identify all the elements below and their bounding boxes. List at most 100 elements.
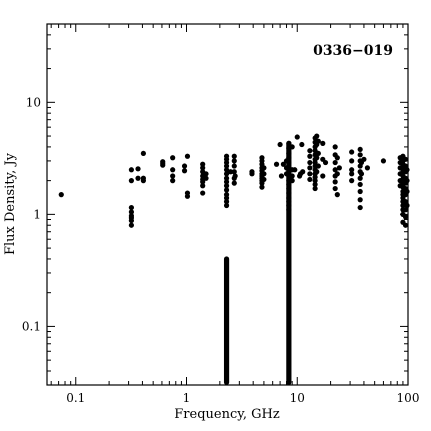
data-point (140, 178, 146, 184)
data-point (223, 187, 230, 193)
data-point (404, 178, 410, 184)
data-point (357, 152, 363, 158)
data-point (232, 173, 238, 179)
data-point (289, 144, 295, 150)
data-point (307, 171, 313, 177)
data-point (227, 169, 234, 175)
data-point (320, 173, 326, 179)
data-point (184, 153, 191, 159)
data-point (273, 161, 280, 167)
data-point (332, 167, 338, 173)
data-point (404, 167, 410, 173)
data-point (277, 141, 283, 148)
data-point (402, 156, 409, 162)
data-point (357, 197, 363, 203)
data-point (231, 180, 237, 186)
data-point (314, 155, 320, 161)
y-tick-label: 0.1 (22, 319, 41, 333)
x-tick-label: 1 (183, 391, 191, 405)
data-point (334, 192, 340, 198)
chart-title: 0336−019 (313, 43, 393, 59)
data-point (289, 173, 295, 179)
data-point (286, 207, 292, 213)
data-point (332, 159, 338, 166)
data-point (286, 181, 292, 188)
data-point (261, 171, 267, 177)
axis-tick-labels: 0.1 1 10 100 0.1 1 10 (22, 95, 420, 405)
data-point (332, 179, 338, 185)
data-point (299, 141, 305, 148)
data-point (404, 202, 410, 209)
data-point (332, 185, 338, 192)
data-point (312, 185, 318, 192)
data-points (58, 133, 410, 228)
data-point (334, 171, 340, 177)
x-tick-label: 10 (290, 391, 305, 405)
data-point (286, 185, 292, 192)
data-point (312, 181, 318, 188)
data-point (231, 153, 237, 159)
data-point (289, 178, 295, 184)
data-point (336, 165, 342, 171)
y-tick-label: 1 (33, 207, 41, 221)
data-point (314, 133, 320, 139)
data-point (402, 222, 409, 228)
data-point (140, 150, 146, 157)
data-point (402, 198, 409, 205)
data-point (315, 163, 321, 169)
data-point (402, 207, 409, 213)
data-point (307, 153, 313, 159)
data-point (286, 202, 292, 209)
data-point (200, 165, 206, 171)
data-point (184, 193, 191, 199)
data-point (404, 188, 410, 195)
data-point (223, 163, 230, 169)
data-point (58, 192, 64, 198)
data-point (358, 171, 365, 177)
data-point (307, 159, 313, 166)
data-point (128, 204, 134, 211)
data-point (349, 149, 355, 155)
data-point (332, 144, 338, 150)
data-point (203, 171, 209, 177)
data-point (300, 169, 306, 175)
data-point (135, 166, 141, 172)
data-point (315, 150, 321, 157)
data-point (223, 183, 230, 189)
data-point (312, 178, 318, 184)
data-point (307, 165, 313, 171)
data-point (223, 179, 230, 185)
data-point (286, 159, 292, 166)
data-point (128, 209, 134, 215)
x-tick-label: 100 (397, 391, 420, 405)
data-point (223, 198, 230, 205)
data-point (307, 148, 313, 154)
data-point (380, 158, 387, 164)
data-point (364, 165, 371, 171)
data-point (223, 171, 230, 177)
data-point (181, 168, 188, 174)
data-point (357, 188, 363, 195)
data-point (200, 179, 206, 185)
data-point (400, 202, 406, 209)
data-point (170, 173, 176, 179)
data-point (280, 161, 287, 167)
data-point (170, 178, 176, 184)
data-point (231, 163, 237, 169)
data-point (307, 176, 313, 183)
data-point (261, 165, 267, 171)
data-point (349, 167, 355, 173)
data-point (357, 181, 363, 188)
data-point (223, 202, 230, 209)
data-point (357, 146, 363, 153)
data-point (314, 169, 320, 175)
data-point (170, 155, 176, 161)
data-point (249, 169, 255, 175)
data-point (292, 167, 298, 173)
data-point (200, 183, 206, 189)
data-band (223, 256, 230, 385)
data-point (128, 222, 134, 228)
data-point (402, 214, 409, 220)
data-point (361, 156, 367, 162)
data-point (334, 155, 340, 161)
